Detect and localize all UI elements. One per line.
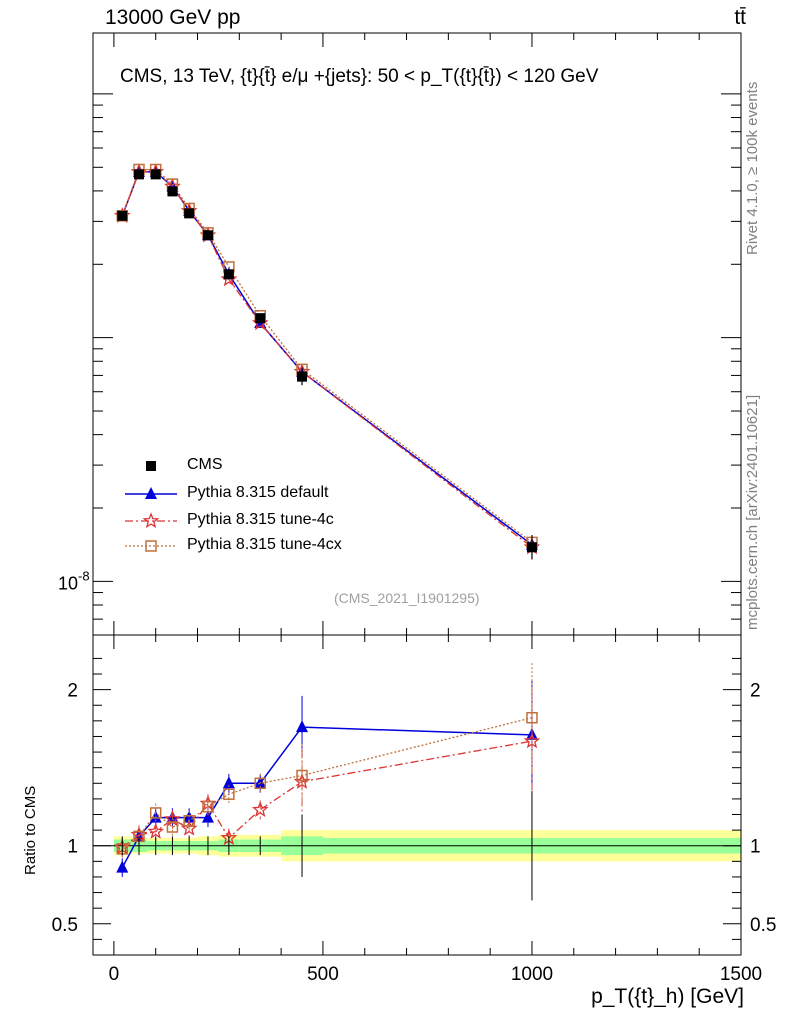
legend-label-cms: CMS (187, 456, 223, 473)
ratio-y-tick-label-right: 0.5 (750, 915, 776, 936)
series-3-ratio-point (183, 815, 195, 827)
x-axis-label: p_T({t}_h) [GeV] (591, 985, 744, 1008)
series-2-ratio-point (251, 800, 269, 817)
main-y-tick-exponent: -8 (78, 568, 90, 583)
series-1-ratio-point (222, 776, 235, 789)
series-3-ratio-point (202, 800, 214, 813)
series-3-ratio-point (166, 821, 179, 833)
process-label: 13000 GeV pp (105, 6, 241, 29)
series-3-main-line (121, 168, 533, 543)
x-tick-label: 1500 (720, 964, 762, 985)
series-1-ratio-point (296, 720, 309, 733)
plot-frames (92, 32, 742, 956)
series-1-ratio-line (121, 726, 533, 868)
series-1-ratio-point (116, 860, 129, 873)
legend-marker-2 (142, 512, 160, 529)
series-2-ratio-point (147, 822, 165, 839)
legend-label-tune-4cx: Pythia 8.315 tune-4cx (187, 536, 342, 553)
x-tick-label: 1000 (511, 964, 553, 985)
ratio-y-tick-label: 1 (67, 837, 78, 858)
analysis-id-label: (CMS_2021_I1901295) (334, 590, 480, 606)
series-3-ratio-point (296, 769, 308, 782)
series-2-main-line (121, 171, 533, 548)
series-1-ratio-point (201, 810, 214, 823)
main-series (113, 163, 541, 560)
final-state-label: tt̄ (734, 6, 746, 29)
series-3-ratio-point (254, 777, 266, 790)
axis-ticks (93, 33, 742, 955)
legend-label-default: Pythia 8.315 default (187, 484, 329, 501)
series-3-ratio-point (149, 807, 162, 819)
ratio-series (113, 663, 541, 901)
x-tick-label: 0 (109, 964, 120, 985)
ratio-y-tick-label-right: 2 (750, 681, 761, 702)
legend-marker-1 (145, 487, 157, 499)
main-y-tick-label: 10-8 (58, 568, 90, 593)
series-3-ratio-line (121, 717, 533, 850)
ratio-y-tick-label: 0.5 (52, 915, 78, 936)
legend-marker-3 (145, 540, 157, 552)
series-3-ratio-point (223, 788, 235, 800)
main-panel-frame (92, 32, 742, 636)
legend-marker-0 (146, 461, 156, 471)
series-3-ratio-point (526, 711, 538, 724)
tick-labels: 0 500 1000 1500 10-8 0.5 0.5 1 1 2 2 (52, 568, 777, 985)
ratio-y-tick-label: 2 (67, 681, 78, 702)
legend-markers (125, 461, 177, 552)
legend-label-tune-4c: Pythia 8.315 tune-4c (187, 511, 334, 528)
plot-title: CMS, 13 TeV, {t}{t̄} e/μ +{jets}: 50 < p… (120, 66, 599, 87)
ratio-y-tick-label-right: 1 (750, 837, 761, 858)
series-1-main-line (121, 171, 533, 546)
ratio-panel-frame (92, 634, 742, 956)
x-tick-label: 500 (307, 964, 339, 985)
